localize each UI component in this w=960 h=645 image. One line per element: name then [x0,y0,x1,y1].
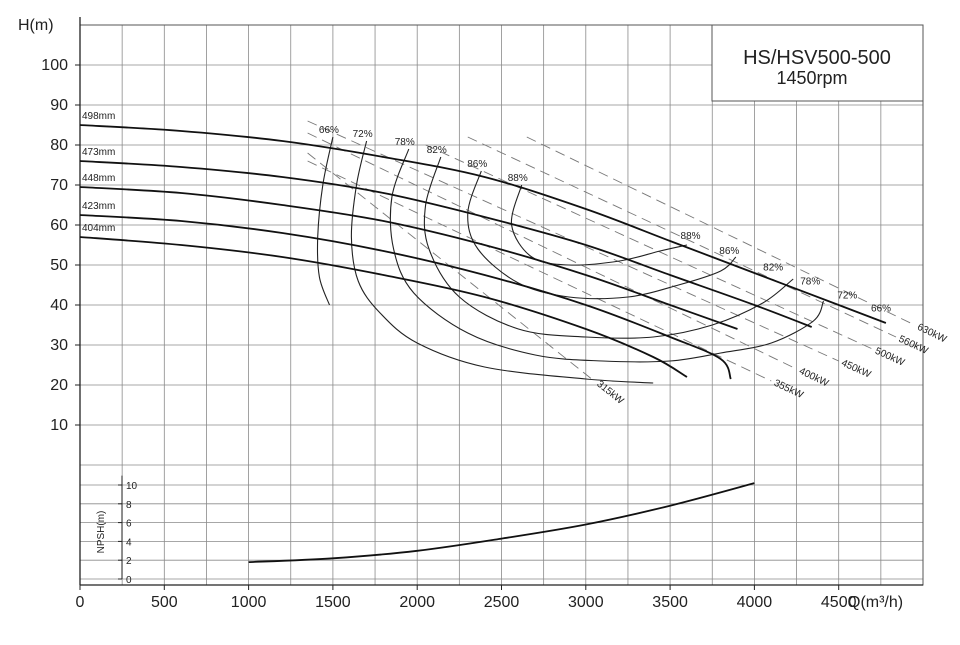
x-tick-label: 3000 [568,594,604,611]
power-line [307,132,797,370]
efficiency-label-right: 72% [837,291,857,302]
impeller-curve [79,214,732,380]
power-line [467,136,897,338]
efficiency-curve [467,170,737,300]
power-label: 500kW [873,346,906,369]
efficiency-label-right: 78% [800,277,820,288]
impeller-curve [79,124,887,324]
npsh-tick-label: 2 [126,556,132,567]
x-tick-label: 4500 [821,594,857,611]
npsh-tick-label: 8 [126,500,132,511]
x-tick-label: 0 [76,594,85,611]
y-tick-label: 50 [50,257,68,274]
efficiency-label: 88% [508,173,528,184]
efficiency-label: 72% [353,129,373,140]
impeller-curve [79,236,688,378]
efficiency-label-right: 82% [763,263,783,274]
x-axis-label: Q(m³/h) [848,594,903,611]
grid [79,24,924,586]
y-tick-label: 30 [50,337,68,354]
title-box: HS/HSV500-500 1450rpm [711,24,924,102]
npsh-tick-label: 10 [126,481,138,492]
impeller-label: 448mm [82,173,115,184]
y-tick-label: 90 [50,97,68,114]
efficiency-curve [350,140,654,384]
power-line [526,136,915,326]
efficiency-label-right: 86% [719,246,739,257]
y-tick-label: 40 [50,297,68,314]
power-label: 400kW [797,366,830,390]
power-label: 560kW [897,334,930,357]
y-tick-label: 80 [50,137,68,154]
efficiency-curve [316,136,334,306]
y-tick-label: 20 [50,377,68,394]
x-tick-label: 2500 [484,594,520,611]
efficiency-label: 82% [427,145,447,156]
power-label: 315kW [594,379,626,407]
impeller-label: 498mm [82,111,115,122]
power-line [307,160,772,382]
impeller-curves: 498mm 473mm 448mm 423mm 404mm [79,111,887,380]
npsh-axis-label: NPSH(m) [96,511,107,554]
chart-subtitle: 1450rpm [776,68,847,88]
efficiency-curves: 66% 72% 78% 82% 86% 88% 88% 86% 82% 78% 72% 66% [316,125,891,384]
y-tick-label: 10 [50,417,68,434]
y-tick-label: 100 [41,57,68,74]
npsh-panel: 0 2 4 6 8 10 NPSH(m) [96,475,755,586]
x-tick-label: 2000 [399,594,435,611]
x-tick-label: 1500 [315,594,351,611]
npsh-curve [248,482,755,563]
x-tick-label: 1000 [231,594,267,611]
efficiency-label: 66% [319,125,339,136]
impeller-curve [79,160,813,328]
npsh-tick-label: 6 [126,519,132,530]
impeller-label: 473mm [82,147,115,158]
efficiency-label-right: 88% [681,231,701,242]
y-tick-label: 60 [50,217,68,234]
chart-title: HS/HSV500-500 [743,47,891,69]
x-tick-label: 4000 [737,594,773,611]
power-line [425,144,873,350]
efficiency-label: 86% [467,159,487,170]
npsh-tick-label: 4 [126,537,132,548]
efficiency-curve [389,148,825,363]
efficiency-label: 78% [395,137,415,148]
y-axis-label: H(m) [18,17,54,34]
impeller-curve [79,186,738,330]
efficiency-label-right: 66% [871,304,891,315]
power-label: 450kW [839,358,872,381]
npsh-tick-label: 0 [126,575,132,586]
impeller-label: 404mm [82,223,115,234]
x-tick-label: 500 [151,594,178,611]
efficiency-curve [510,184,688,266]
x-tick-label: 3500 [652,594,688,611]
title-box-frame [711,24,924,102]
impeller-label: 423mm [82,201,115,212]
y-tick-label: 70 [50,177,68,194]
power-label: 355kW [772,378,805,402]
